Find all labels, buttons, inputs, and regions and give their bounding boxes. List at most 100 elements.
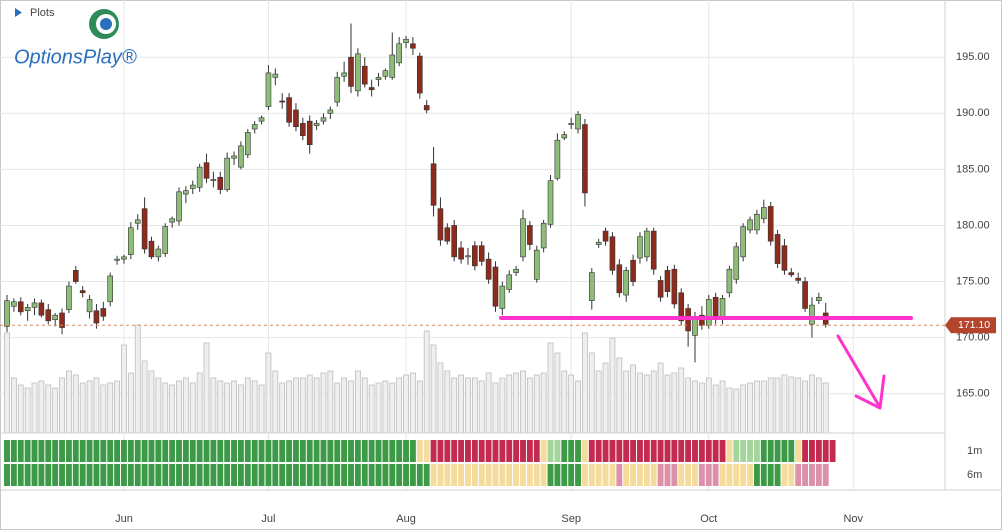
volume-bar bbox=[134, 324, 141, 434]
signal-cell bbox=[320, 440, 327, 462]
candle-body bbox=[451, 225, 458, 258]
logo-icon-core bbox=[100, 18, 112, 30]
candle-body bbox=[258, 117, 265, 122]
signal-cell bbox=[458, 464, 465, 486]
volume-bar bbox=[458, 374, 464, 434]
volume-bar bbox=[52, 387, 59, 434]
signal-cell bbox=[568, 440, 575, 462]
volume-bar bbox=[809, 374, 815, 434]
signal-cell bbox=[423, 440, 430, 462]
signal-cell bbox=[499, 464, 506, 486]
candle-body bbox=[272, 73, 279, 78]
volume-bar bbox=[802, 380, 808, 434]
volume-bar bbox=[547, 342, 554, 434]
candle-body bbox=[671, 268, 678, 305]
signal-cell bbox=[650, 440, 657, 462]
volume-bar bbox=[698, 382, 705, 434]
signal-cell bbox=[815, 464, 822, 486]
volume-bar bbox=[554, 352, 561, 434]
signal-cell bbox=[526, 464, 533, 486]
candle-body bbox=[52, 314, 58, 321]
signal-cell bbox=[327, 440, 334, 462]
volume-bar bbox=[4, 332, 10, 434]
volume-bar bbox=[774, 377, 781, 434]
signal-cell bbox=[540, 464, 547, 486]
signal-cell bbox=[52, 464, 59, 486]
volume-bar bbox=[121, 344, 127, 434]
volume-bar bbox=[176, 380, 182, 434]
candle-body bbox=[458, 247, 464, 260]
volume-bar bbox=[107, 382, 114, 434]
signal-cell bbox=[272, 440, 279, 462]
signal-cell bbox=[196, 464, 203, 486]
signal-cell bbox=[224, 440, 231, 462]
signal-cell bbox=[203, 440, 210, 462]
signal-cell bbox=[451, 440, 458, 462]
signal-cell bbox=[155, 464, 162, 486]
volume-bar bbox=[265, 352, 272, 434]
signal-cell bbox=[760, 464, 767, 486]
signal-cell bbox=[623, 440, 630, 462]
candle-body bbox=[24, 307, 31, 312]
signal-cell bbox=[341, 440, 348, 462]
candle-body bbox=[189, 184, 196, 189]
plots-label[interactable]: Plots bbox=[30, 7, 55, 19]
candle-body bbox=[733, 246, 740, 280]
signal-cell bbox=[231, 440, 237, 462]
signal-cell bbox=[72, 464, 79, 486]
signal-cell bbox=[162, 440, 169, 462]
candle-body bbox=[341, 72, 347, 77]
signal-cell bbox=[107, 440, 114, 462]
signal-cell bbox=[795, 440, 802, 462]
volume-bar bbox=[313, 377, 320, 434]
signal-cell bbox=[664, 464, 671, 486]
signal-cell bbox=[17, 440, 24, 462]
volume-bar bbox=[93, 377, 100, 434]
signal-row-label: 6m bbox=[967, 469, 982, 481]
signal-cell bbox=[217, 464, 224, 486]
y-tick-label: 190.00 bbox=[956, 107, 990, 119]
candle-body bbox=[437, 208, 444, 241]
signal-cell bbox=[712, 464, 719, 486]
signal-cell bbox=[189, 464, 196, 486]
candle-body bbox=[650, 230, 657, 270]
volume-bar bbox=[588, 352, 595, 434]
plots-icon[interactable] bbox=[15, 8, 22, 17]
volume-bar bbox=[471, 377, 478, 434]
volume-bar bbox=[685, 377, 692, 434]
signal-cell bbox=[4, 464, 10, 486]
signal-cell bbox=[100, 440, 107, 462]
signal-cell bbox=[306, 464, 313, 486]
volume-bar bbox=[320, 372, 327, 434]
signal-cell bbox=[829, 440, 836, 462]
volume-bar bbox=[306, 374, 313, 434]
signal-cell bbox=[93, 464, 100, 486]
signal-cell bbox=[416, 464, 423, 486]
volume-bar bbox=[533, 374, 540, 434]
volume-bar bbox=[657, 362, 664, 434]
candle-body bbox=[38, 302, 45, 316]
candle-body bbox=[547, 180, 554, 225]
signal-cell bbox=[361, 464, 368, 486]
signal-cell bbox=[760, 440, 767, 462]
signal-cell bbox=[114, 440, 121, 462]
volume-bar bbox=[575, 380, 581, 434]
volume-bar bbox=[182, 377, 189, 434]
candle-body bbox=[210, 179, 217, 181]
signal-cell bbox=[561, 464, 568, 486]
signal-cell bbox=[822, 440, 829, 462]
signal-cell bbox=[354, 464, 361, 486]
signal-cell bbox=[747, 440, 753, 462]
volume-bar bbox=[86, 380, 93, 434]
volume-bar bbox=[781, 374, 788, 434]
volume-bar bbox=[59, 377, 65, 434]
volume-bar bbox=[788, 376, 795, 434]
signal-cell bbox=[100, 464, 107, 486]
signal-cell bbox=[692, 464, 698, 486]
volume-bar bbox=[561, 370, 568, 434]
signal-cell bbox=[17, 464, 24, 486]
signal-cell bbox=[396, 440, 403, 462]
signal-cell bbox=[520, 440, 526, 462]
volume-bar bbox=[506, 374, 513, 434]
volume-bar bbox=[795, 377, 802, 434]
